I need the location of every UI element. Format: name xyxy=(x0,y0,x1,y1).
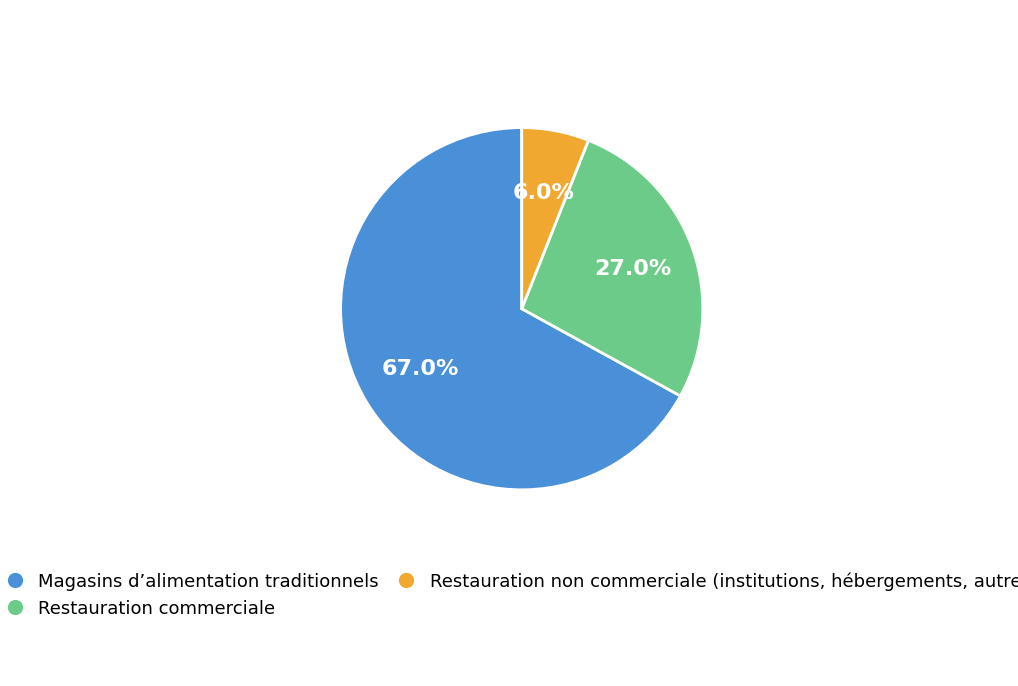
Text: 6.0%: 6.0% xyxy=(513,183,575,203)
Text: 67.0%: 67.0% xyxy=(382,359,459,379)
Wedge shape xyxy=(521,141,702,396)
Legend: Magasins d’alimentation traditionnels, Restauration commerciale, Restauration no: Magasins d’alimentation traditionnels, R… xyxy=(0,565,1018,626)
Wedge shape xyxy=(521,128,588,309)
Text: 27.0%: 27.0% xyxy=(593,259,671,279)
Wedge shape xyxy=(341,128,680,490)
